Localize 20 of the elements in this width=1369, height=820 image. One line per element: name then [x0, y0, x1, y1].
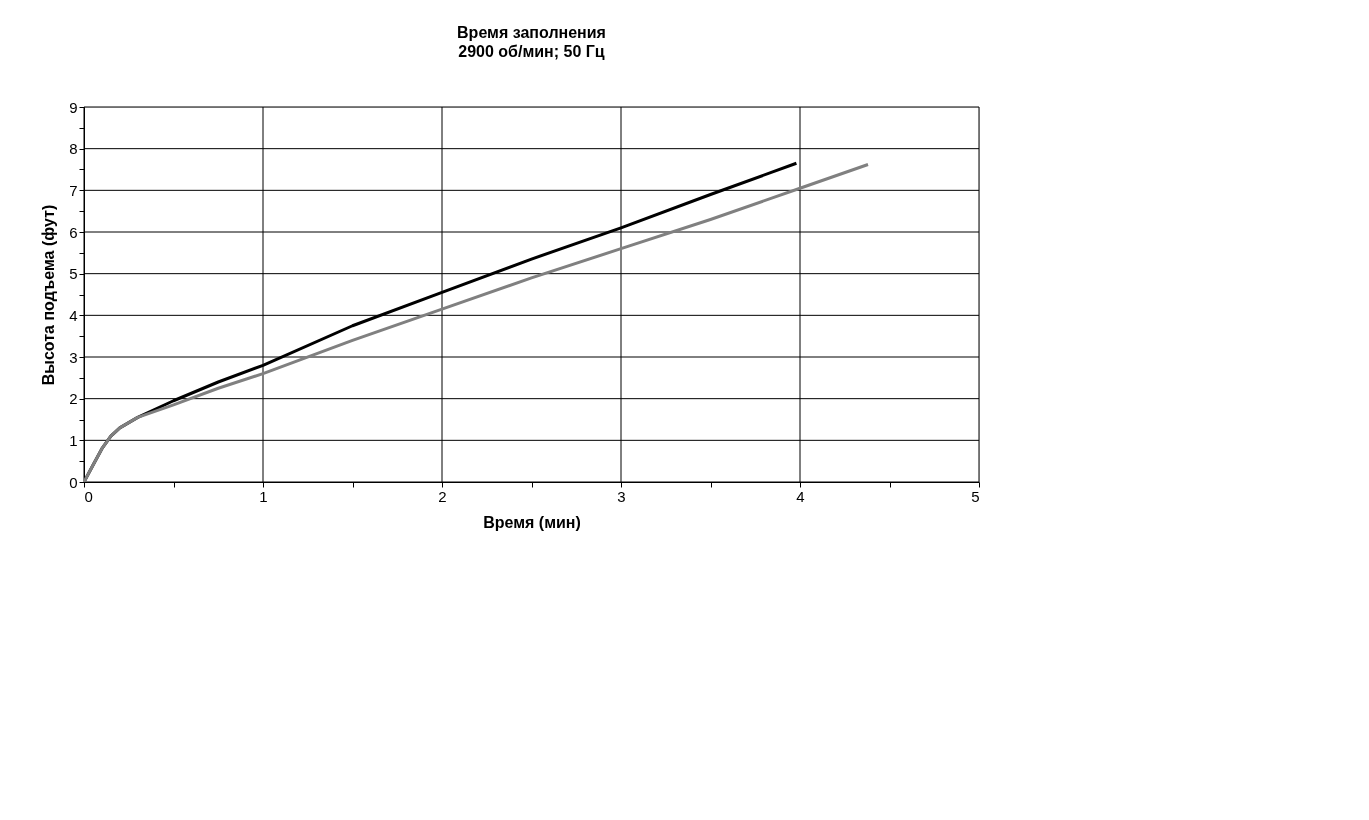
chart-subtitle: 2900 об/мин; 50 Гц: [458, 43, 605, 60]
x-tick-label: 4: [796, 487, 805, 505]
y-tick-label: 5: [69, 265, 78, 283]
y-tick-label: 8: [69, 140, 78, 158]
x-tick-label: 3: [617, 487, 626, 505]
x-tick-label: 0: [84, 487, 93, 505]
y-tick-label: 2: [69, 390, 78, 408]
x-axis-title: Время (мин): [483, 513, 581, 531]
y-axis-title: Высота подъема (фут): [40, 204, 58, 386]
chart-title: Время заполнения: [457, 24, 606, 41]
x-tick-label: 1: [259, 487, 268, 505]
y-tick-label: 4: [69, 306, 78, 324]
y-tick-label: 0: [69, 473, 78, 491]
y-tick-label: 9: [69, 98, 78, 116]
y-tick-label: 1: [69, 431, 78, 449]
y-tick-label: 7: [69, 181, 78, 199]
x-tick-label: 5: [971, 487, 980, 505]
y-tick-label: 6: [69, 223, 78, 241]
x-tick-label: 2: [438, 487, 447, 505]
y-tick-label: 3: [69, 348, 78, 366]
